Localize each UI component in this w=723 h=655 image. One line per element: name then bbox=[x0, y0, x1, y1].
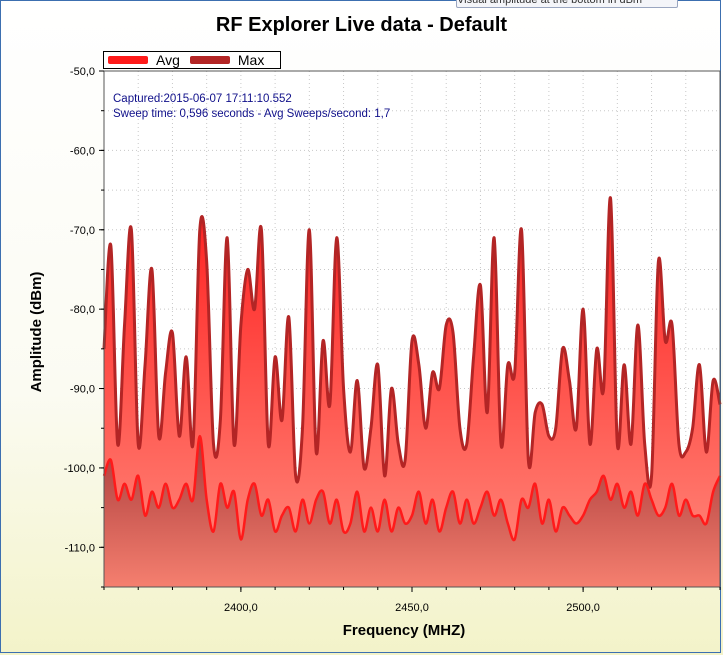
legend-swatch-max bbox=[189, 56, 230, 64]
legend-entry-max[interactable]: Max bbox=[189, 52, 265, 68]
chart-title: RF Explorer Live data - Default bbox=[215, 14, 508, 36]
y-tick-label: -50,0 bbox=[70, 66, 95, 78]
series-line-max bbox=[102, 196, 722, 489]
series-line-avg bbox=[102, 434, 722, 542]
series-area-avg bbox=[104, 436, 720, 587]
y-tick-label: -70,0 bbox=[70, 225, 95, 237]
sweep-annotation: Sweep time: 0,596 seconds - Avg Sweeps/s… bbox=[113, 108, 390, 120]
x-tick-label: 2400,0 bbox=[224, 602, 258, 614]
legend-label-avg: Avg bbox=[156, 52, 180, 68]
legend-label-max: Max bbox=[237, 52, 265, 68]
legend-swatch-avg bbox=[108, 56, 148, 64]
y-tick-label: -100,0 bbox=[64, 463, 95, 475]
tooltip: Visual amplitude at the bottom in dBm bbox=[456, 0, 678, 8]
y-tick-label: -110,0 bbox=[65, 542, 95, 554]
y-tick-label: -80,0 bbox=[70, 304, 95, 316]
y-tick-label: -90,0 bbox=[70, 384, 95, 396]
axes: -50,0 -60,0 -70,0 -80,0 -90,0 -100,0 -110,0 240… bbox=[64, 66, 721, 614]
captured-annotation: Captured:2015-06-07 17:11:10.552 bbox=[113, 93, 292, 105]
series-area-max bbox=[104, 197, 720, 587]
y-tick-label: -60,0 bbox=[70, 145, 95, 157]
y-axis-title: Amplitude (dBm) bbox=[28, 272, 45, 393]
legend[interactable]: Avg Max bbox=[103, 51, 281, 69]
x-tick-label: 2500,0 bbox=[566, 602, 600, 614]
x-tick-label: 2450,0 bbox=[395, 602, 429, 614]
x-axis-title: Frequency (MHZ) bbox=[343, 622, 466, 639]
series-layer bbox=[102, 196, 722, 587]
legend-entry-avg[interactable]: Avg bbox=[108, 52, 180, 68]
